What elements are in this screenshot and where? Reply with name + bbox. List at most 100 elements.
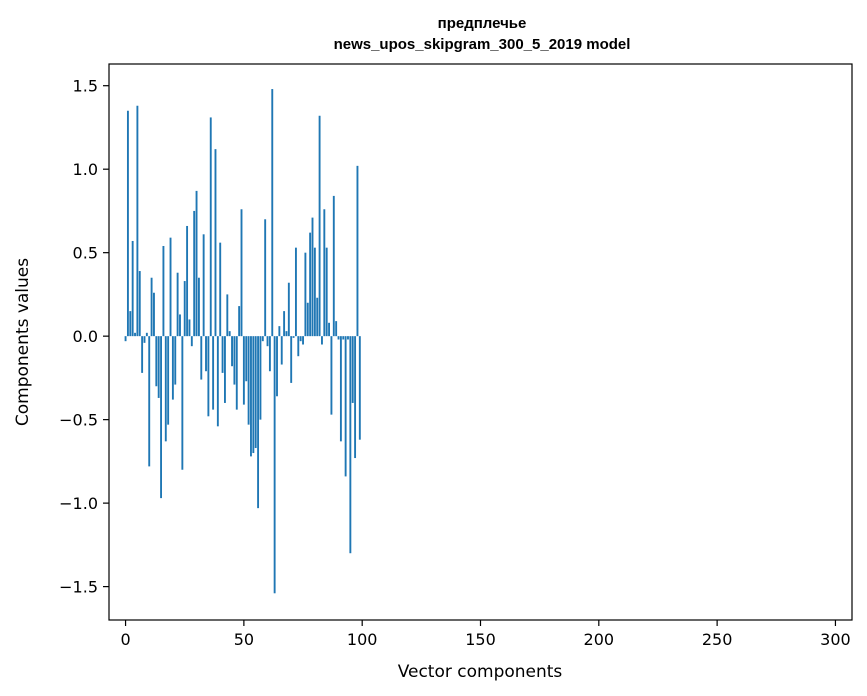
bar <box>351 336 354 403</box>
bar <box>214 149 217 337</box>
bar <box>247 336 250 425</box>
bar <box>179 314 181 337</box>
y-tick-label: 1.0 <box>73 160 98 179</box>
bar <box>174 336 177 385</box>
bar <box>276 336 278 397</box>
x-tick-label: 150 <box>465 630 496 649</box>
bar <box>354 336 357 459</box>
bar <box>131 240 134 337</box>
bar <box>129 311 132 337</box>
bar <box>297 336 300 357</box>
bar <box>219 242 222 337</box>
bar <box>160 336 162 499</box>
bar <box>141 336 144 373</box>
bar <box>195 190 198 337</box>
bar <box>235 336 238 410</box>
bar <box>183 281 186 337</box>
x-tick-label: 100 <box>347 630 378 649</box>
bar <box>157 336 160 398</box>
bar <box>278 326 281 337</box>
bar <box>155 336 158 387</box>
y-tick-label: 1.5 <box>73 77 98 96</box>
bar <box>337 336 340 340</box>
y-axis-label: Components values <box>13 258 33 426</box>
bar <box>171 336 174 400</box>
bar <box>212 336 215 410</box>
bar <box>306 302 309 337</box>
bar <box>150 277 153 337</box>
bar <box>250 336 252 457</box>
bar <box>186 225 189 337</box>
bar <box>323 209 326 337</box>
bar <box>164 336 167 442</box>
bar <box>259 336 262 420</box>
x-tick-label: 200 <box>584 630 615 649</box>
bar <box>134 332 136 337</box>
y-tick-label: −0.5 <box>59 411 98 430</box>
bar <box>266 336 269 347</box>
bar <box>200 336 203 380</box>
bar <box>233 336 236 385</box>
bar <box>162 245 165 337</box>
bar <box>283 311 286 337</box>
bar <box>302 336 304 345</box>
bar <box>143 336 146 343</box>
x-tick-label: 50 <box>234 630 254 649</box>
y-tick-label: 0.0 <box>73 327 98 346</box>
bar <box>169 237 172 337</box>
bar <box>294 247 297 337</box>
bar <box>145 332 148 337</box>
bar <box>190 336 193 347</box>
bar <box>339 336 342 442</box>
bar <box>202 234 205 337</box>
bar <box>257 336 260 509</box>
bar <box>271 89 274 337</box>
bar <box>231 336 233 367</box>
bar <box>245 336 248 382</box>
bar <box>316 297 319 337</box>
bar <box>176 272 179 337</box>
bar <box>344 336 347 477</box>
bar <box>254 336 257 449</box>
bar <box>261 336 264 342</box>
x-tick-label: 250 <box>702 630 733 649</box>
bar <box>321 336 323 345</box>
bar <box>148 336 151 467</box>
chart-subtitle: news_upos_skipgram_300_5_2019 model <box>334 36 631 53</box>
bar <box>309 232 312 337</box>
bar <box>136 105 139 337</box>
bar <box>167 336 170 425</box>
bar <box>124 336 127 342</box>
bar <box>188 319 191 337</box>
bar <box>349 336 352 554</box>
bar <box>311 217 314 337</box>
bar <box>342 336 345 340</box>
bar <box>226 294 229 337</box>
bar <box>238 306 241 337</box>
bar <box>356 165 359 337</box>
bar <box>181 336 184 470</box>
y-tick-label: 0.5 <box>73 244 98 263</box>
bar <box>292 336 295 338</box>
bar <box>193 210 196 337</box>
bar <box>138 271 141 337</box>
bar <box>358 336 361 440</box>
bar <box>290 336 293 383</box>
y-axis-ticks: 1.5 1.0 0.5 0.0 −0.5 −1.0 −1.5 <box>59 77 109 597</box>
x-axis-ticks: 0 50 100 150 200 250 300 <box>120 620 851 649</box>
bar <box>209 117 212 337</box>
bar <box>325 247 328 337</box>
bar <box>216 336 219 427</box>
bar <box>287 282 290 337</box>
bar <box>328 322 330 337</box>
bar <box>273 336 276 594</box>
bar <box>335 321 338 337</box>
bar <box>304 252 307 337</box>
bar <box>264 219 267 337</box>
bar <box>285 331 288 337</box>
bar <box>205 336 207 372</box>
bar <box>224 336 226 403</box>
bar <box>242 336 245 405</box>
bar <box>197 277 200 337</box>
